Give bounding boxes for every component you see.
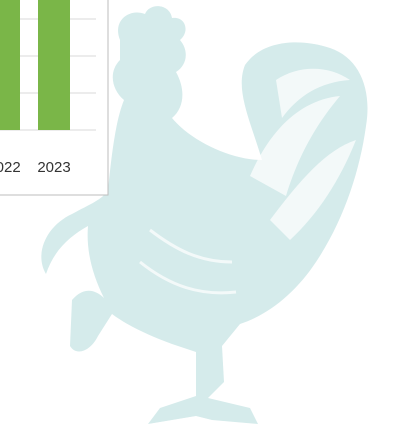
bar [0,0,20,130]
bar [38,0,70,130]
page: 01234520222023 [0,0,400,434]
x-tick-label: 2022 [0,159,21,176]
x-tick-label: 2023 [37,159,70,176]
